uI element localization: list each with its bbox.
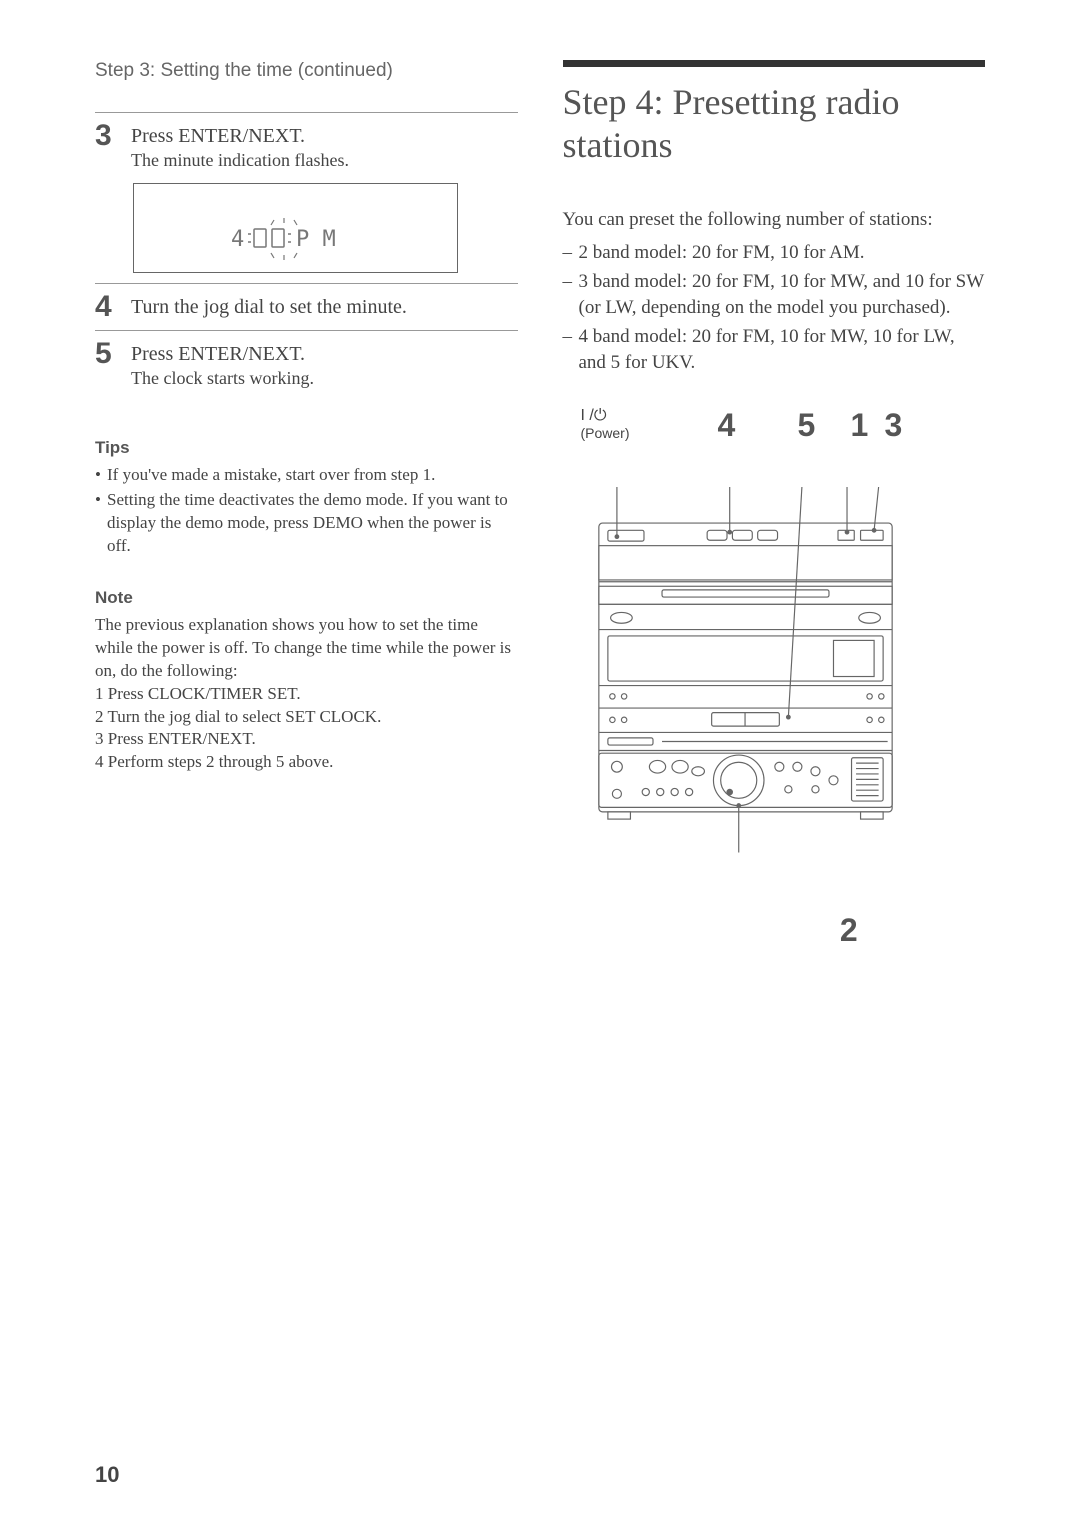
svg-text:P M: P M — [296, 227, 336, 252]
callout-2: 2 — [713, 912, 986, 949]
tip-item: If you've made a mistake, start over fro… — [95, 464, 518, 487]
step-title: Press ENTER/NEXT. — [131, 125, 518, 148]
station-item: 2 band model: 20 for FM, 10 for AM. — [563, 240, 986, 267]
divider — [95, 330, 518, 331]
note-label: Note — [95, 588, 518, 608]
note-steps-list: 1 Press CLOCK/TIMER SET. 2 Turn the jog … — [95, 683, 518, 775]
lcd-display-box: 4 P M — [133, 183, 458, 273]
step-body: Press ENTER/NEXT. The clock starts worki… — [131, 339, 518, 389]
note-step: 2 Turn the jog dial to select SET CLOCK. — [95, 706, 518, 729]
step-title: Turn the jog dial to set the minute. — [131, 296, 518, 319]
callout-3: 3 — [885, 407, 903, 444]
callout-1: 1 — [851, 407, 869, 444]
note-step: 1 Press CLOCK/TIMER SET. — [95, 683, 518, 706]
step-subtitle: The clock starts working. — [131, 368, 518, 389]
step-3: 3 Press ENTER/NEXT. The minute indicatio… — [95, 121, 518, 171]
callout-labels: I /⏻ (Power) 4 5 1 3 — [563, 407, 986, 447]
divider — [95, 283, 518, 284]
station-list: 2 band model: 20 for FM, 10 for AM. 3 ba… — [563, 240, 986, 377]
step-body: Turn the jog dial to set the minute. — [131, 292, 518, 322]
tips-list: If you've made a mistake, start over fro… — [95, 464, 518, 558]
stereo-diagram: I /⏻ (Power) 4 5 1 3 — [563, 407, 986, 949]
step-number: 4 — [95, 292, 117, 322]
continued-header: Step 3: Setting the time (continued) — [95, 60, 518, 82]
note-step: 3 Press ENTER/NEXT. — [95, 728, 518, 751]
power-text: (Power) — [581, 425, 630, 441]
left-column: Step 3: Setting the time (continued) 3 P… — [95, 60, 518, 949]
stereo-illustration-icon — [563, 487, 928, 857]
tips-label: Tips — [95, 438, 518, 458]
title-bar — [563, 60, 986, 67]
step-5: 5 Press ENTER/NEXT. The clock starts wor… — [95, 339, 518, 389]
power-icon: I /⏻ — [581, 407, 630, 425]
power-label: I /⏻ (Power) — [581, 407, 630, 441]
main-title: Step 4: Presetting radio stations — [563, 81, 986, 167]
svg-text:4: 4 — [231, 227, 244, 252]
lcd-display-icon: 4 P M — [226, 214, 366, 264]
step-number: 3 — [95, 121, 117, 171]
step-4: 4 Turn the jog dial to set the minute. — [95, 292, 518, 322]
intro-text: You can preset the following number of s… — [563, 207, 986, 234]
step-subtitle: The minute indication flashes. — [131, 150, 518, 171]
station-item: 3 band model: 20 for FM, 10 for MW, and … — [563, 269, 986, 322]
station-item: 4 band model: 20 for FM, 10 for MW, 10 f… — [563, 324, 986, 377]
callout-4: 4 — [718, 407, 736, 444]
divider — [95, 112, 518, 113]
step-body: Press ENTER/NEXT. The minute indication … — [131, 121, 518, 171]
right-column: Step 4: Presetting radio stations You ca… — [563, 60, 986, 949]
note-intro: The previous explanation shows you how t… — [95, 614, 518, 683]
callout-5: 5 — [798, 407, 816, 444]
note-step: 4 Perform steps 2 through 5 above. — [95, 751, 518, 774]
step-number: 5 — [95, 339, 117, 389]
tip-item: Setting the time deactivates the demo mo… — [95, 489, 518, 558]
step-title: Press ENTER/NEXT. — [131, 343, 518, 366]
page-number: 10 — [95, 1462, 119, 1488]
